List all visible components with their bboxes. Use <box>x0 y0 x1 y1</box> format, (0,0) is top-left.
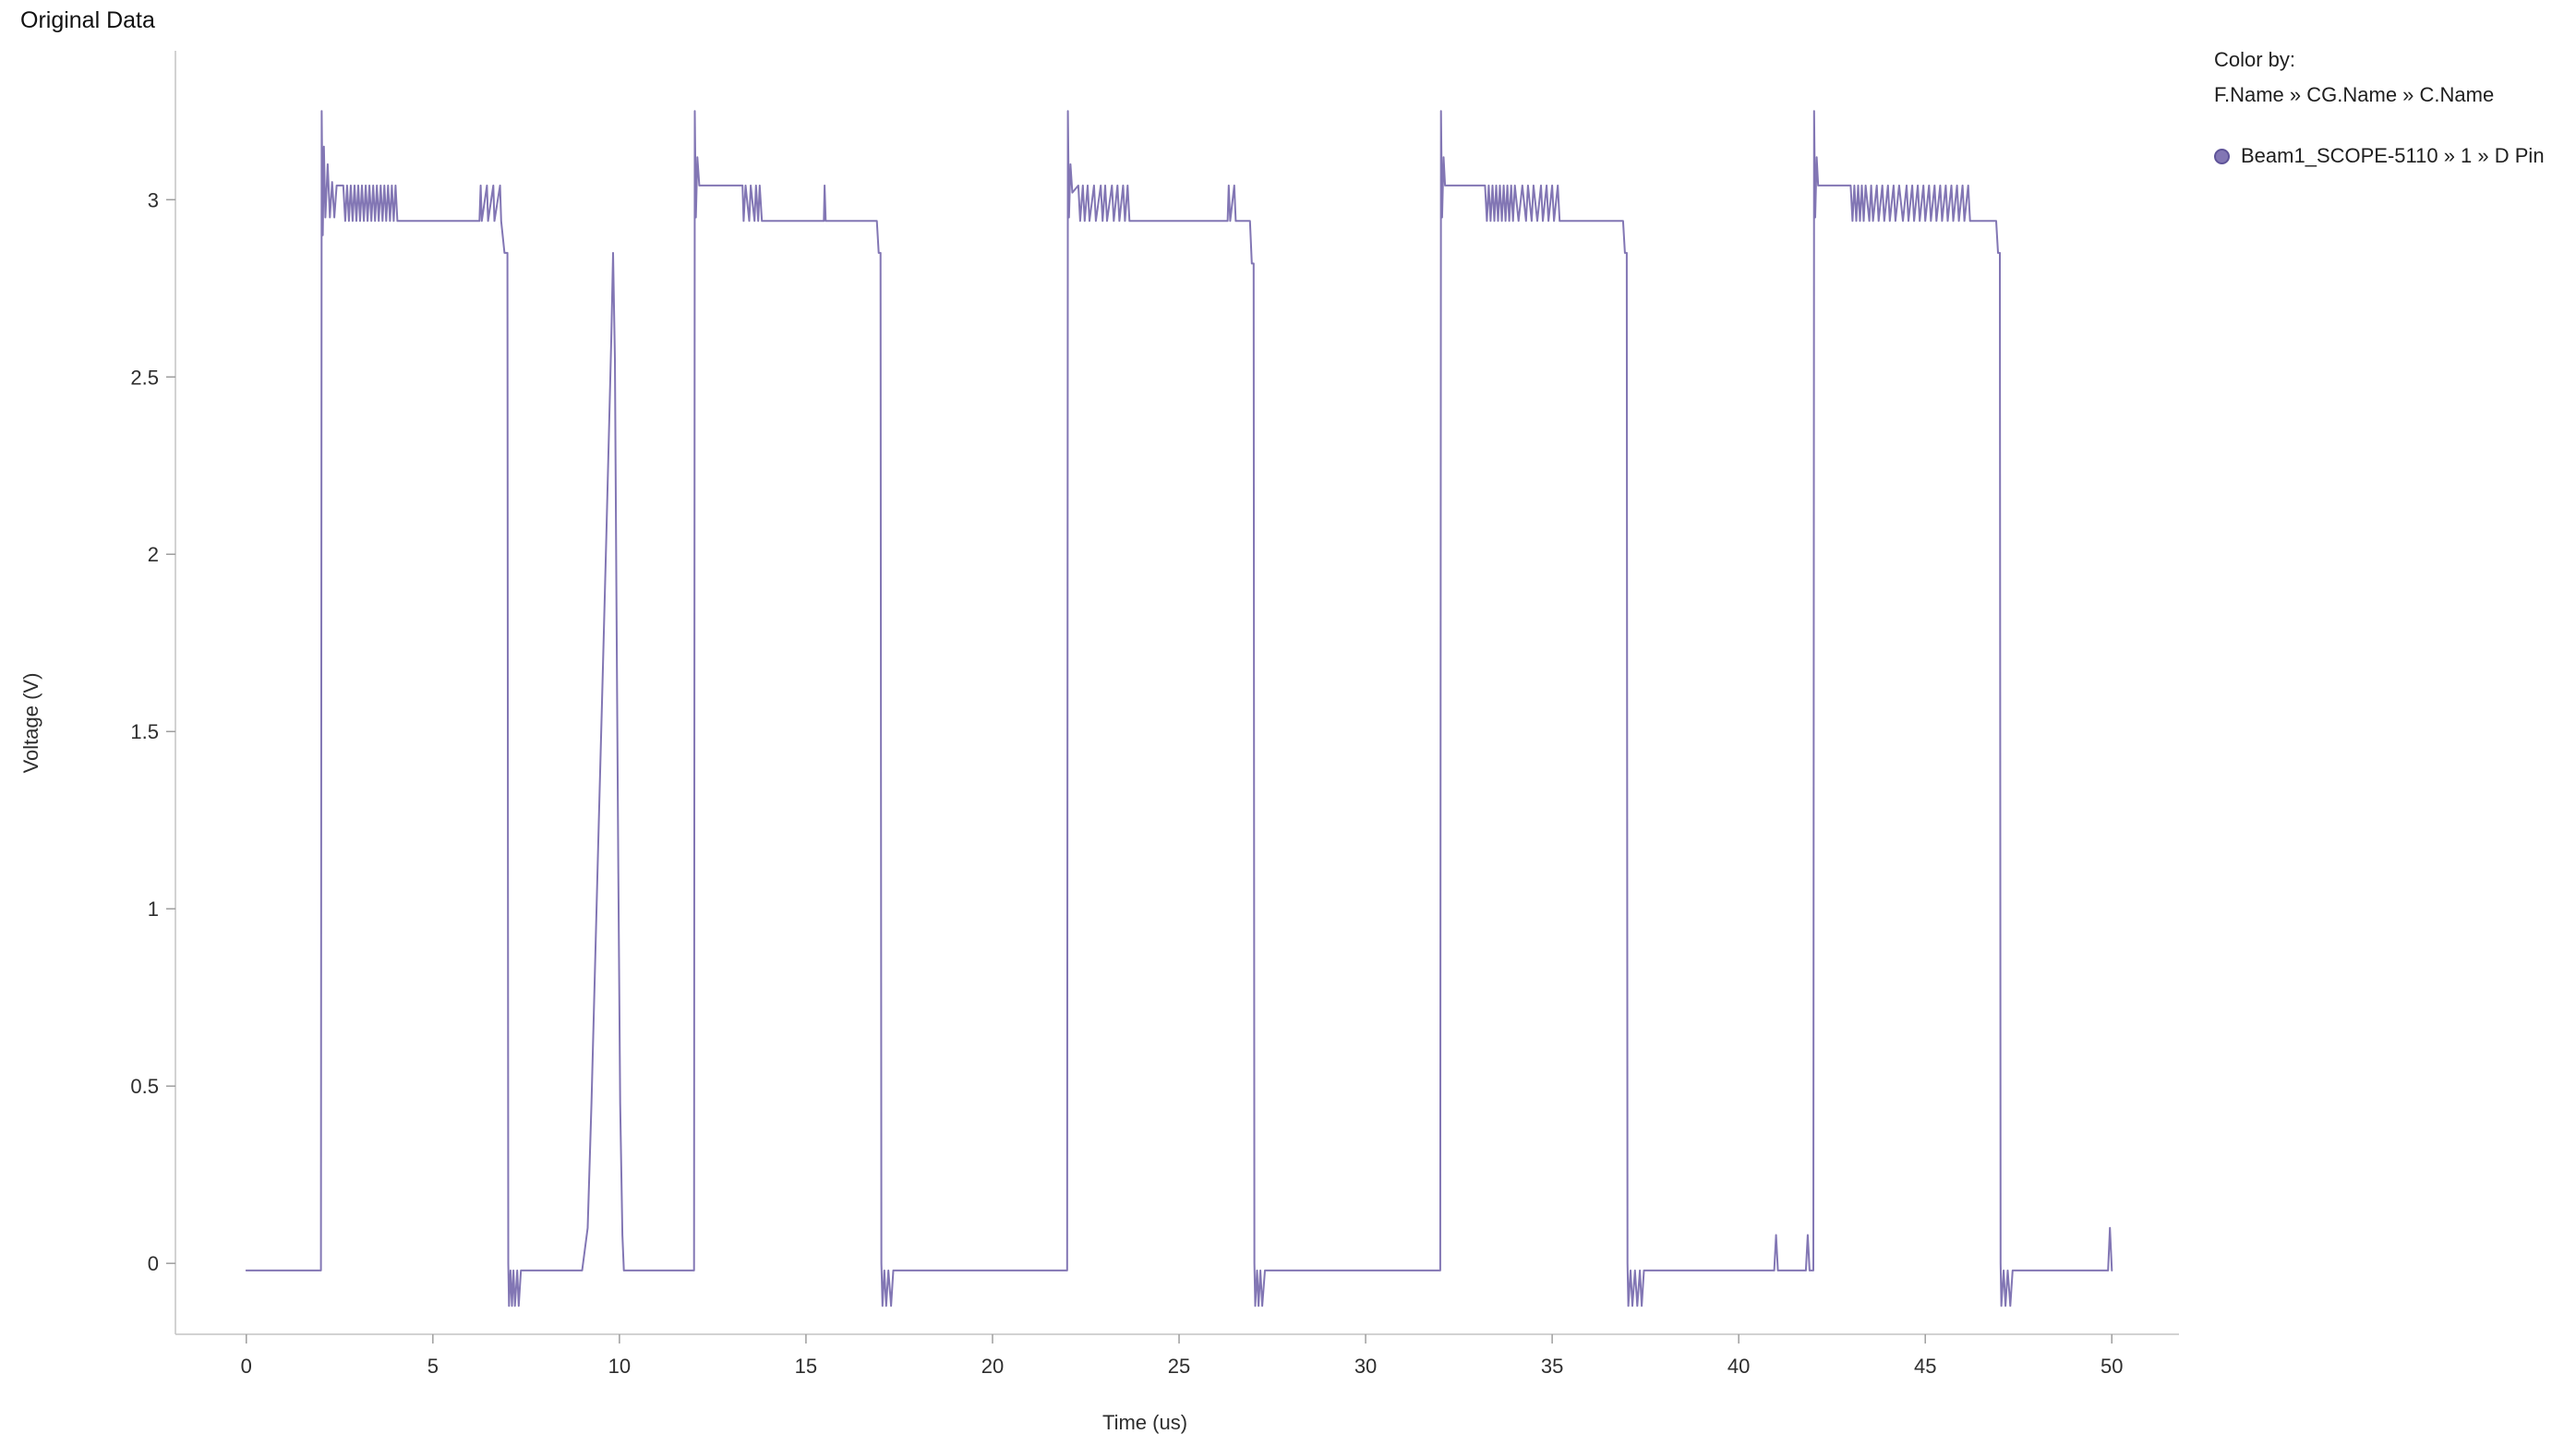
x-tick-label: 50 <box>2101 1355 2123 1378</box>
x-tick-label: 15 <box>795 1355 817 1378</box>
x-tick-label: 10 <box>608 1355 631 1378</box>
y-tick-label: 1 <box>148 898 159 921</box>
y-tick-label: 0.5 <box>130 1075 159 1098</box>
x-tick-label: 45 <box>1914 1355 1936 1378</box>
y-tick-label: 1.5 <box>130 720 159 743</box>
y-tick-label: 2 <box>148 543 159 566</box>
series-marker-icon <box>2214 148 2230 164</box>
chart-title: Original Data <box>20 7 155 33</box>
y-tick-label: 2.5 <box>130 366 159 389</box>
legend-item-label: Beam1_SCOPE-5110 » 1 » D Pin <box>2241 144 2545 167</box>
legend-panel: Color by: F.Name » CG.Name » C.Name Beam… <box>2214 48 2545 168</box>
waveform-plot[interactable]: 0 5 10 15 20 25 30 35 40 45 50 0 0.5 1 1.5 2 2.5 3 <box>0 0 2211 1446</box>
x-tick-label: 25 <box>1168 1355 1190 1378</box>
x-tick-label: 40 <box>1727 1355 1750 1378</box>
x-tick-label: 20 <box>981 1355 1004 1378</box>
x-axis-label: Time (us) <box>1101 1411 1188 1434</box>
x-tick-label: 0 <box>241 1355 252 1378</box>
legend-hierarchy: F.Name » CG.Name » C.Name <box>2214 83 2495 106</box>
legend-item[interactable]: Beam1_SCOPE-5110 » 1 » D Pin <box>2214 144 2545 168</box>
legend-color-by-label: Color by: <box>2214 48 2296 71</box>
waveform-trace[interactable] <box>245 110 2113 1307</box>
y-tick-label: 3 <box>148 188 159 211</box>
x-tick-label: 35 <box>1541 1355 1563 1378</box>
x-tick-label: 5 <box>427 1355 439 1378</box>
y-axis-label: Voltage (V) <box>19 672 42 774</box>
y-tick-label: 0 <box>148 1252 159 1275</box>
x-tick-label: 30 <box>1354 1355 1377 1378</box>
